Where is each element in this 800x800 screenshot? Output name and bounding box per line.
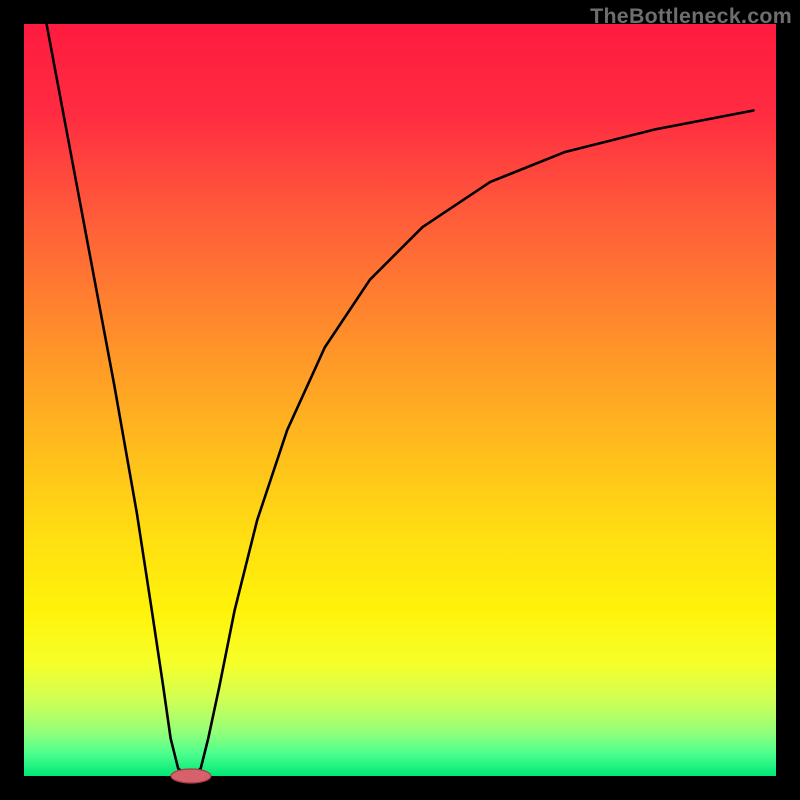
plot-background	[24, 24, 776, 776]
watermark-label: TheBottleneck.com	[590, 4, 792, 29]
optimal-point-marker	[171, 769, 211, 783]
bottleneck-chart	[0, 0, 800, 800]
chart-frame: TheBottleneck.com	[0, 0, 800, 800]
